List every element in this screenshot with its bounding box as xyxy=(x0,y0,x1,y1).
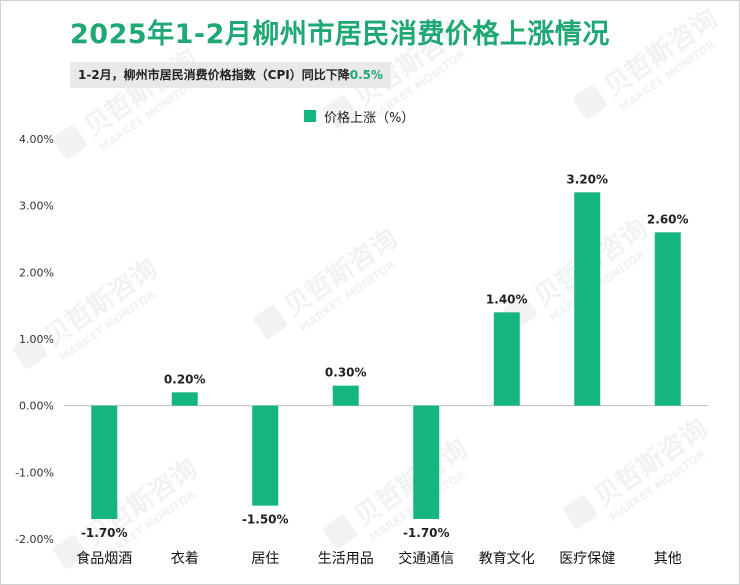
x-category-label: 教育文化 xyxy=(479,551,535,567)
bar-data-label: 0.20% xyxy=(164,372,206,386)
x-category-label: 医疗保健 xyxy=(559,551,615,567)
bar xyxy=(413,405,440,519)
y-tick-label: 3.00% xyxy=(19,200,54,213)
bar-data-label: 1.40% xyxy=(486,292,528,306)
bar xyxy=(654,232,681,406)
y-tick-label: 2.00% xyxy=(19,266,54,279)
y-tick-label: 1.00% xyxy=(19,333,54,346)
x-category-label: 居住 xyxy=(251,551,279,567)
x-category-label: 衣着 xyxy=(171,551,199,567)
chart-title: 2025年1-2月柳州市居民消费价格上涨情况 xyxy=(70,19,610,50)
bar xyxy=(171,392,198,406)
chart-legend: 价格上涨（%） xyxy=(304,106,414,126)
legend-swatch xyxy=(304,110,316,122)
cpi-summary-text: 1-2月，柳州市居民消费价格指数（CPI）同比下降 xyxy=(78,68,350,82)
bar xyxy=(91,405,118,519)
x-category-label: 其他 xyxy=(654,551,682,567)
x-category-label: 食品烟酒 xyxy=(76,550,132,567)
cpi-summary-banner: 1-2月，柳州市居民消费价格指数（CPI）同比下降0.5% xyxy=(70,62,392,88)
bar-data-label: 2.60% xyxy=(647,212,689,226)
y-tick-label: -1.00% xyxy=(15,466,54,479)
bar-data-label: -1.70% xyxy=(81,526,128,540)
bar xyxy=(252,405,279,506)
bar-data-label: -1.50% xyxy=(242,513,289,527)
x-category-label: 生活用品 xyxy=(318,551,374,567)
bar-data-label: 3.20% xyxy=(566,172,608,186)
bar xyxy=(332,385,359,406)
y-tick-label: 0.00% xyxy=(19,400,54,413)
y-tick-label: 4.00% xyxy=(19,133,54,146)
legend-label: 价格上涨（%） xyxy=(324,110,415,126)
cpi-summary-value: 0.5% xyxy=(349,68,384,82)
y-tick-label: -2.00% xyxy=(15,533,54,546)
bar-data-label: 0.30% xyxy=(325,366,367,380)
bar xyxy=(493,312,520,406)
x-category-label: 交通通信 xyxy=(398,550,454,567)
bar xyxy=(574,192,601,406)
bar-data-label: -1.70% xyxy=(403,526,450,540)
